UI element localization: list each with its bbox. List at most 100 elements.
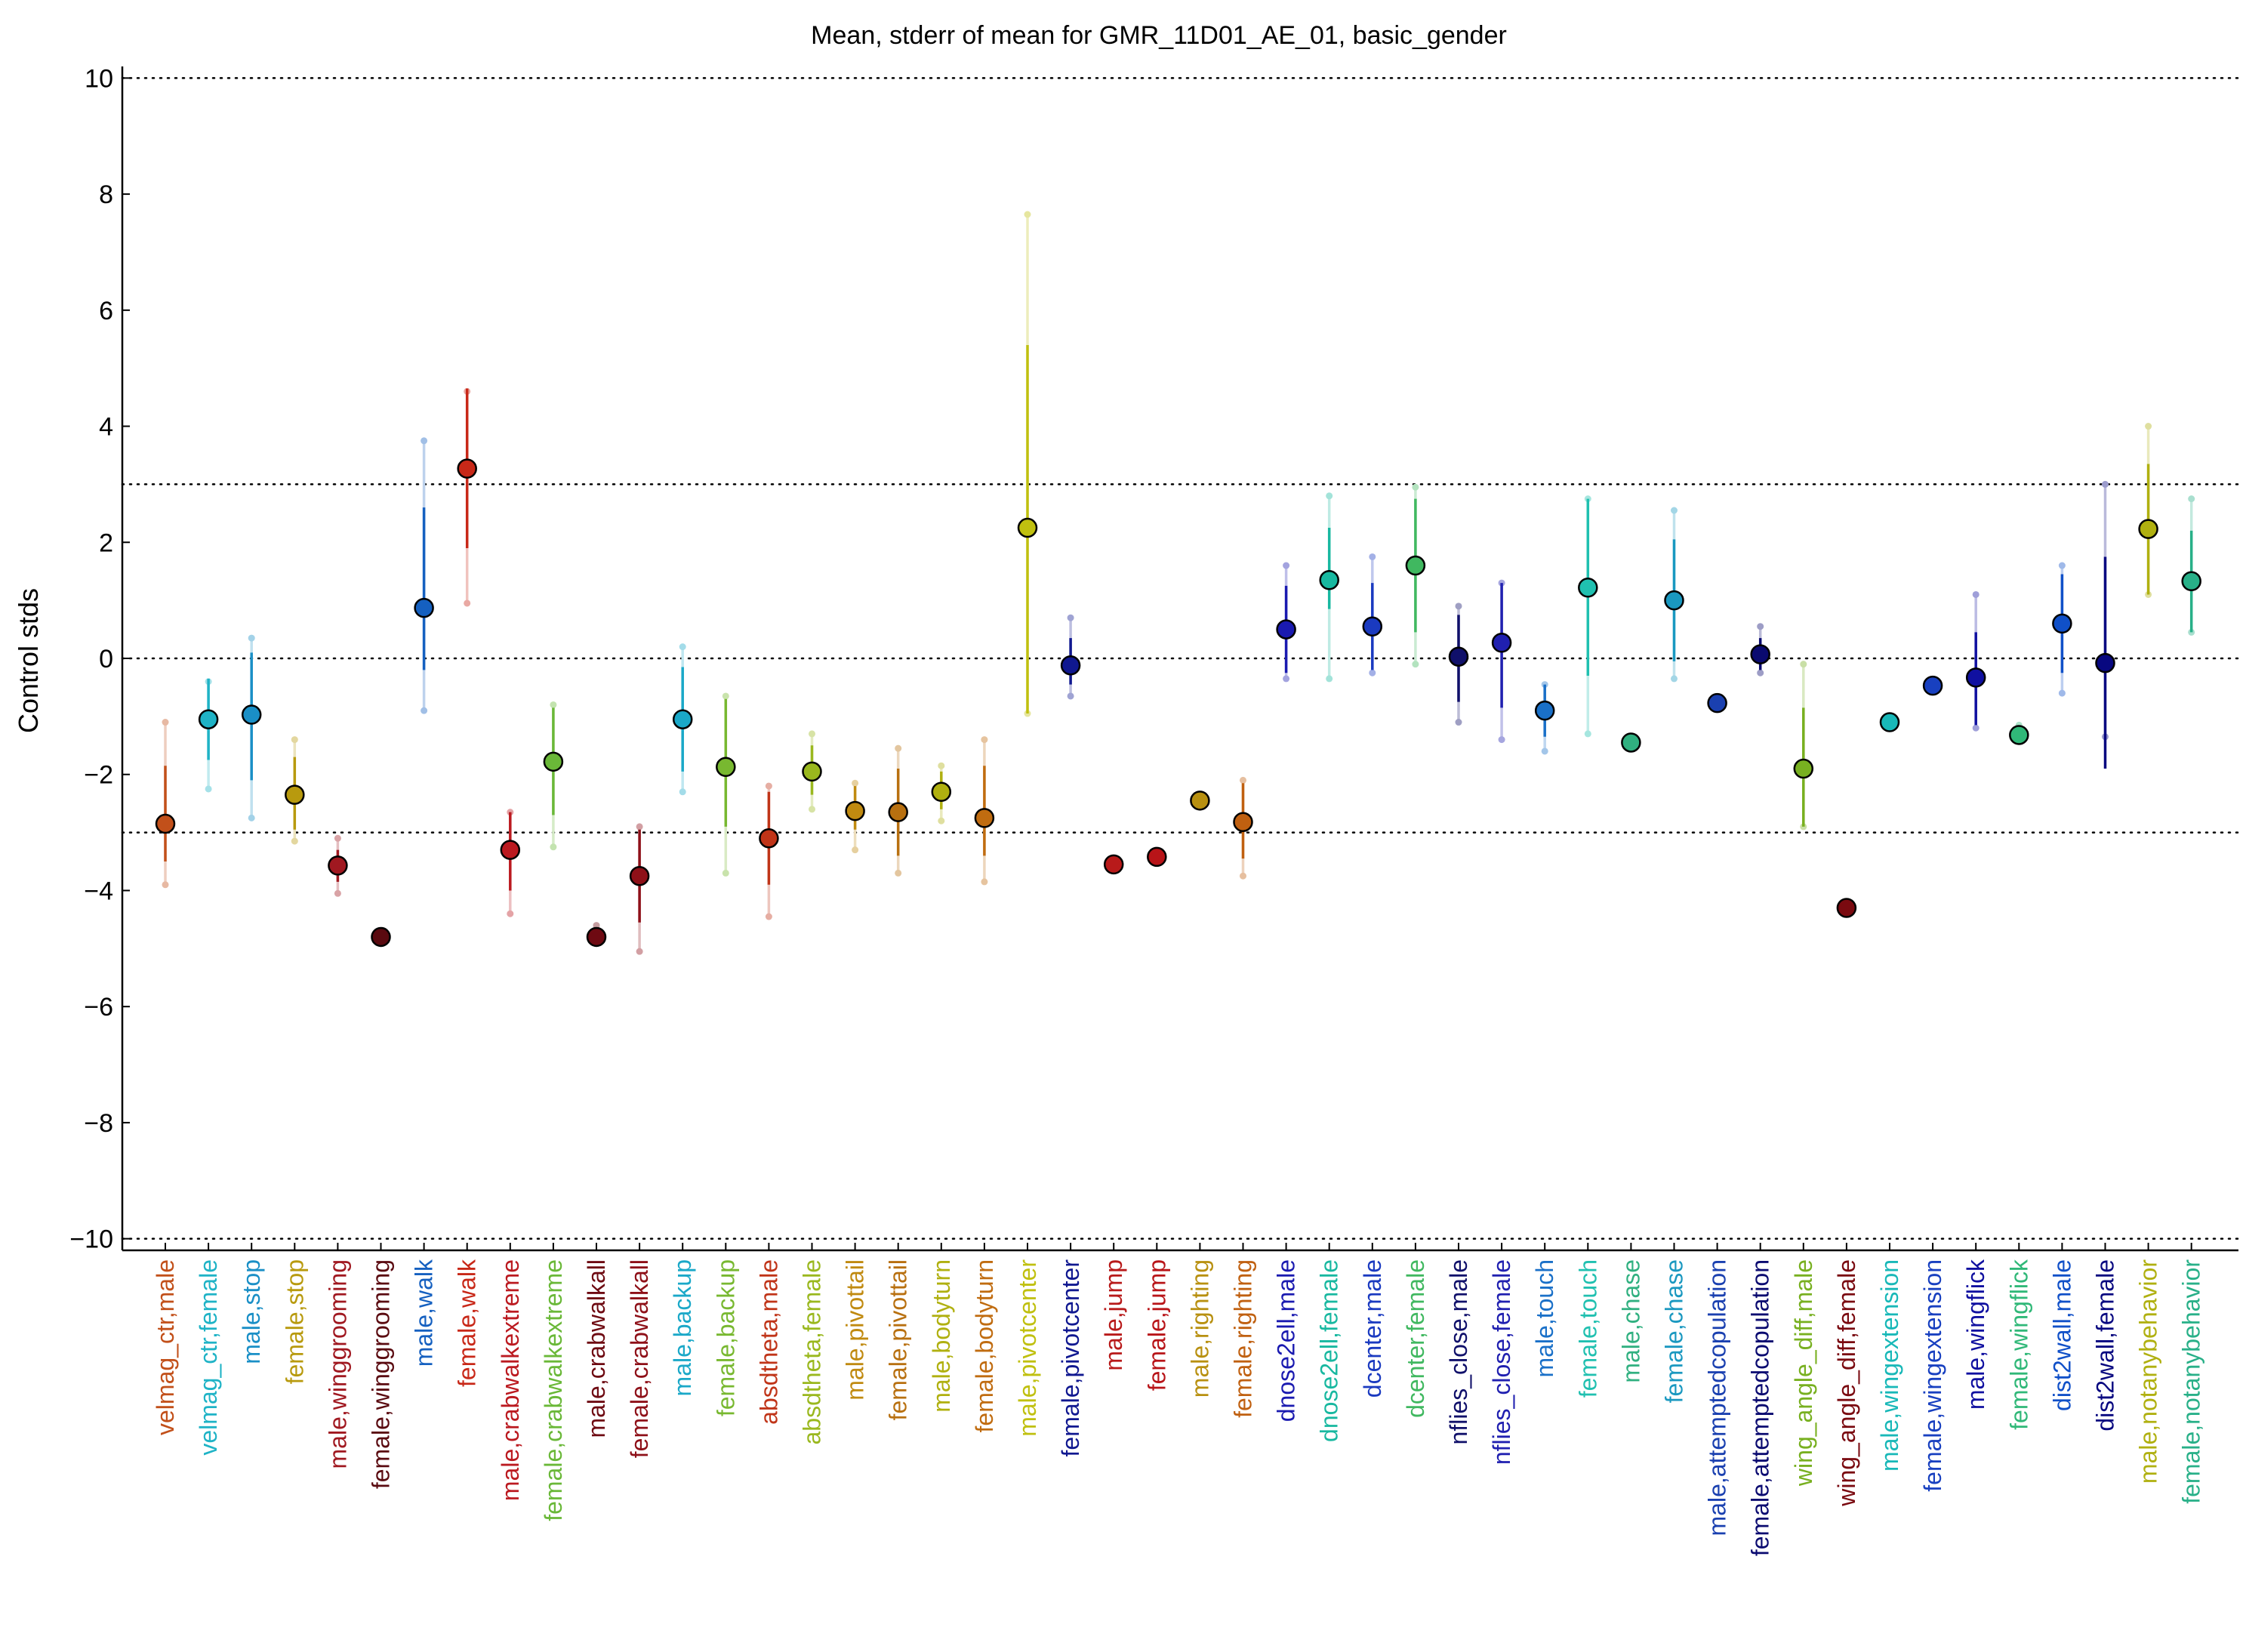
x-tick-label: female,bodyturn xyxy=(971,1259,998,1432)
mean-point xyxy=(1060,655,1081,676)
range-end-point xyxy=(334,834,341,842)
x-axis-ticks: velmag_ctr,male velmag_ctr,female male,sto… xyxy=(152,1243,2205,1556)
range-end-point xyxy=(765,913,772,920)
mean-point xyxy=(1190,791,1210,811)
x-tick-label: absdtheta,female xyxy=(799,1259,826,1445)
x-tick-label: female,stop xyxy=(281,1259,308,1384)
x-tick-label: velmag_ctr,female xyxy=(195,1259,222,1456)
x-tick-label: velmag_ctr,male xyxy=(152,1259,179,1435)
y-tick-label: 0 xyxy=(99,645,113,673)
x-tick-label: male,stop xyxy=(238,1259,265,1364)
range-end-point xyxy=(1283,562,1290,569)
y-axis-label: Control stds xyxy=(13,588,44,733)
mean-point xyxy=(2052,613,2072,634)
mean-point xyxy=(198,709,219,729)
range-end-point xyxy=(1455,603,1462,610)
range-end-point xyxy=(809,806,815,813)
range-end-point xyxy=(1757,669,1764,677)
y-tick-label: −2 xyxy=(84,761,113,790)
error-bars xyxy=(162,211,2195,955)
range-end-point xyxy=(2058,689,2066,697)
y-tick-label: −4 xyxy=(84,877,113,905)
x-tick-label: male,backup xyxy=(669,1259,696,1396)
mean-point xyxy=(155,813,176,834)
range-end-point xyxy=(636,948,643,955)
mean-point xyxy=(371,926,391,948)
x-tick-label: male,winggrooming xyxy=(324,1259,351,1469)
mean-point xyxy=(629,865,650,886)
mean-point xyxy=(1319,569,1339,590)
reference-lines xyxy=(121,77,2240,1240)
range-end-point xyxy=(248,814,255,821)
x-tick-label: female,crabwalkall xyxy=(626,1259,653,1458)
mean-point xyxy=(1534,700,1555,721)
mean-point xyxy=(241,704,262,725)
mean-point xyxy=(1664,590,1684,611)
range-end-point xyxy=(550,843,557,851)
x-tick-label: dcenter,female xyxy=(1402,1259,1429,1418)
x-tick-label: female,pivotcenter xyxy=(1057,1259,1084,1457)
mean-point xyxy=(328,855,348,876)
range-end-point xyxy=(895,744,902,752)
range-end-point xyxy=(507,910,514,917)
range-end-point xyxy=(1757,623,1764,630)
mean-point xyxy=(845,800,865,821)
range-end-point xyxy=(162,719,169,726)
x-tick-label: male,notanybehavior xyxy=(2135,1259,2162,1484)
mean-point xyxy=(2095,652,2115,673)
range-end-point xyxy=(1326,675,1333,683)
range-end-point xyxy=(291,837,298,845)
x-tick-label: female,wingflick xyxy=(2005,1259,2032,1430)
range-end-point xyxy=(1455,719,1462,726)
range-end-point xyxy=(1541,747,1548,755)
x-tick-label: dnose2ell,female xyxy=(1316,1259,1343,1442)
x-tick-label: female,pivottail xyxy=(885,1259,912,1420)
x-tick-label: wing_angle_diff,male xyxy=(1790,1259,1817,1487)
mean-point xyxy=(802,761,822,782)
range-end-point xyxy=(464,599,471,607)
chart-title: Mean, stderr of mean for GMR_11D01_AE_01… xyxy=(811,21,1507,50)
range-end-point xyxy=(1369,669,1376,677)
range-end-point xyxy=(421,707,428,714)
range-end-point xyxy=(895,869,902,877)
mean-point xyxy=(2181,571,2201,592)
mean-point xyxy=(931,781,952,803)
range-end-point xyxy=(1369,553,1376,560)
x-tick-label: male,attemptedcopulation xyxy=(1704,1259,1731,1536)
mean-point xyxy=(1233,812,1253,833)
range-end-point xyxy=(2188,495,2195,503)
mean-point xyxy=(2009,725,2029,745)
x-tick-label: male,righting xyxy=(1186,1259,1213,1398)
x-tick-label: female,attemptedcopulation xyxy=(1747,1259,1774,1556)
y-tick-label: −8 xyxy=(84,1109,113,1138)
x-tick-label: female,notanybehavior xyxy=(2178,1259,2205,1504)
mean-point xyxy=(586,926,607,948)
mean-point xyxy=(1836,898,1857,918)
y-tick-label: 4 xyxy=(99,413,113,442)
range-end-point xyxy=(1067,614,1074,621)
x-tick-label: female,backup xyxy=(712,1259,739,1416)
mean-point xyxy=(759,828,779,849)
x-tick-label: female,winggrooming xyxy=(368,1259,395,1489)
range-end-point xyxy=(593,922,600,929)
range-end-point xyxy=(1972,590,1979,598)
mean-point xyxy=(1491,632,1512,653)
mean-point xyxy=(1793,758,1814,779)
mean-point xyxy=(1405,555,1426,576)
x-tick-label: wing_angle_diff,female xyxy=(1833,1259,1860,1507)
mean-point xyxy=(1578,577,1598,598)
range-end-point xyxy=(1283,675,1290,683)
range-end-point xyxy=(1326,492,1333,500)
range-end-point xyxy=(1671,507,1678,514)
range-end-point xyxy=(1412,661,1419,668)
x-tick-label: male,crabwalkall xyxy=(583,1259,610,1438)
mean-point xyxy=(1750,644,1770,664)
range-end-point xyxy=(334,889,341,897)
mean-point xyxy=(888,802,908,822)
x-tick-label: male,wingflick xyxy=(1962,1259,1989,1410)
y-tick-label: −10 xyxy=(69,1225,113,1254)
y-axis-ticks: 10 8 6 4 2 0 −2 −4 −6 −8 −10 xyxy=(69,64,130,1254)
x-tick-label: male,wingextension xyxy=(1876,1259,1903,1472)
range-end-point xyxy=(636,823,643,831)
